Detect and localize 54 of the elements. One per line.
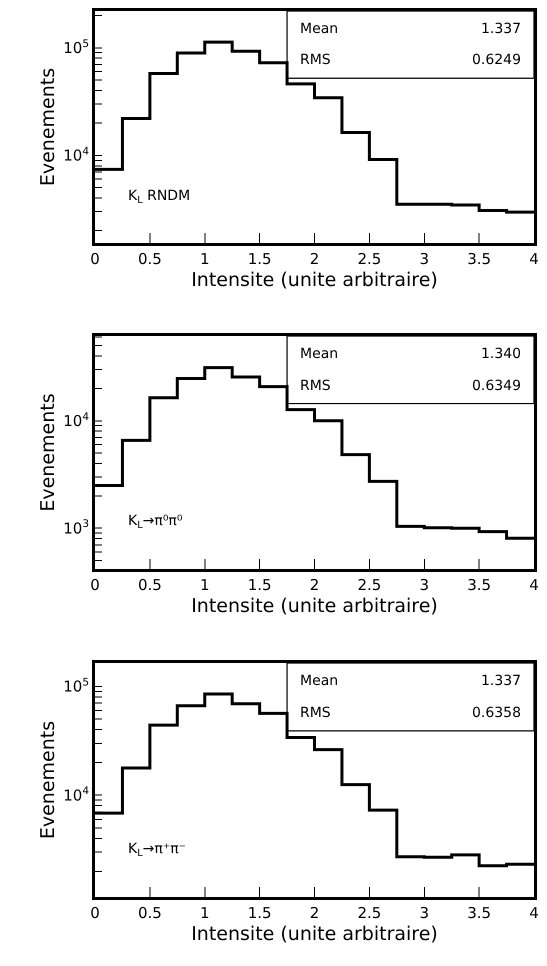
x-tick-label: 1.5 bbox=[248, 250, 272, 268]
x-tick-label: 0 bbox=[90, 904, 100, 922]
y-tick-label: 10$^{4}$ bbox=[63, 410, 90, 430]
annotation: 1.337 bbox=[481, 21, 522, 37]
y-axis-title: Evenements bbox=[37, 68, 60, 186]
annotation: Mean bbox=[300, 673, 338, 689]
y-tick-label: 10$^{4}$ bbox=[63, 785, 90, 804]
x-tick-label: 4 bbox=[529, 576, 539, 594]
x-tick-label: 3 bbox=[419, 904, 430, 922]
annotation: RMS bbox=[300, 52, 331, 68]
x-tick-label: 2 bbox=[310, 576, 320, 594]
x-tick-label: 0 bbox=[90, 250, 100, 268]
x-tick-label: 0.5 bbox=[138, 576, 162, 594]
y-axis-title: Evenements bbox=[37, 720, 60, 840]
annotation: Mean bbox=[300, 21, 338, 37]
x-tick-label: 3 bbox=[419, 250, 430, 268]
x-tick-label: 1 bbox=[200, 250, 210, 268]
x-tick-label: 1 bbox=[200, 576, 210, 594]
x-tick-label: 3.5 bbox=[467, 576, 492, 594]
x-tick-label: 3.5 bbox=[467, 250, 492, 268]
x-tick-label: 4 bbox=[529, 904, 539, 922]
annotation: K$_{L}$ RNDM bbox=[128, 188, 190, 206]
annotation: Mean bbox=[300, 346, 338, 362]
x-tick-label: 3 bbox=[419, 576, 430, 594]
x-tick-label: 1.5 bbox=[248, 576, 272, 594]
annotation: K$_{L}$→π⁰π⁰ bbox=[128, 513, 183, 531]
y-tick-label: 10$^{3}$ bbox=[63, 518, 89, 538]
y-tick-label: 10$^{5}$ bbox=[63, 676, 89, 696]
x-axis-title: Intensite (unite arbitraire) bbox=[191, 922, 438, 945]
annotation: 1.340 bbox=[481, 346, 522, 362]
annotation: 1.337 bbox=[481, 673, 522, 689]
x-tick-label: 2 bbox=[310, 250, 320, 268]
x-tick-label: 1.5 bbox=[248, 904, 272, 922]
y-axis-title: Evenements bbox=[37, 393, 60, 512]
x-tick-label: 2.5 bbox=[357, 904, 382, 922]
x-tick-label: 0.5 bbox=[138, 250, 162, 268]
annotation: 0.6349 bbox=[472, 378, 521, 394]
y-tick-label: 10$^{4}$ bbox=[63, 145, 90, 165]
annotation: RMS bbox=[300, 378, 331, 394]
annotation: 0.6249 bbox=[472, 52, 521, 68]
x-tick-label: 3.5 bbox=[467, 904, 492, 922]
x-tick-label: 1 bbox=[200, 904, 210, 922]
x-tick-label: 2.5 bbox=[357, 250, 382, 268]
x-axis-title: Intensite (unite arbitraire) bbox=[191, 594, 438, 617]
annotation: 0.6358 bbox=[472, 705, 521, 721]
x-tick-label: 2 bbox=[310, 904, 320, 922]
x-tick-label: 2.5 bbox=[357, 576, 382, 594]
x-tick-label: 4 bbox=[529, 250, 539, 268]
annotation: RMS bbox=[300, 705, 331, 721]
y-tick-label: 10$^{5}$ bbox=[63, 38, 89, 58]
x-tick-label: 0 bbox=[90, 576, 100, 594]
x-tick-label: 0.5 bbox=[138, 904, 162, 922]
annotation: K$_{L}$→π⁺π⁻ bbox=[128, 841, 186, 859]
x-axis-title: Intensite (unite arbitraire) bbox=[191, 268, 438, 291]
